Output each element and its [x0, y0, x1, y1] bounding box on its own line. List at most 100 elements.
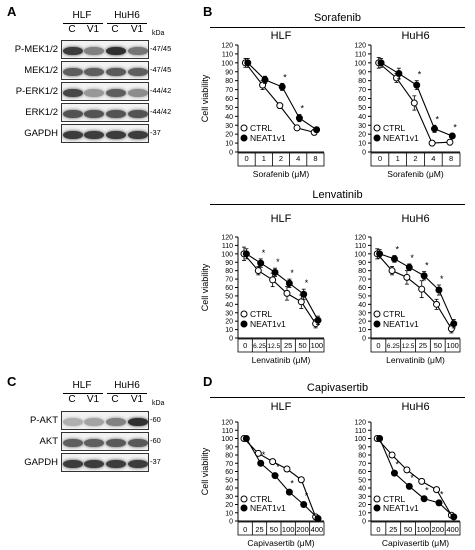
blot-row-label: ERK1/2: [25, 107, 58, 118]
data-point-neat1v1: [390, 469, 398, 477]
y-tick-label: 90: [358, 260, 366, 267]
y-tick-label: 10: [358, 141, 366, 148]
blot-band: [84, 46, 104, 55]
blot-band: [106, 109, 126, 118]
data-point-ctrl: [269, 458, 277, 466]
y-tick-label: 70: [358, 87, 366, 94]
y-tick-label: 110: [355, 51, 366, 58]
y-tick-label: 120: [221, 420, 233, 427]
blot-strip: [61, 61, 149, 80]
y-tick-label: 90: [358, 69, 366, 76]
x-tick-label: 2: [413, 154, 417, 163]
x-axis-label: Lenvatinib (μM): [252, 355, 311, 365]
x-tick-label: 12.5: [268, 343, 281, 350]
significance-asterisk: *: [436, 114, 440, 124]
legend-marker-ctrl: [240, 124, 248, 132]
y-tick-label: 100: [221, 60, 233, 67]
data-point-ctrl: [433, 486, 441, 494]
x-tick-label: 0: [376, 341, 380, 350]
data-point-ctrl: [293, 124, 301, 132]
x-tick-label: 25: [284, 341, 292, 350]
y-tick-label: 0: [362, 150, 366, 157]
drug-title-capivasertib: Capivasertib: [306, 382, 369, 394]
data-point-neat1v1: [271, 268, 279, 276]
data-point-neat1v1: [413, 81, 421, 89]
data-point-neat1v1: [261, 76, 269, 84]
y-tick-label: 50: [225, 105, 233, 112]
significance-asterisk: *: [440, 489, 444, 499]
y-tick-label: 20: [225, 132, 233, 139]
significance-asterisk: *: [276, 462, 280, 472]
blot-group-line: [107, 23, 147, 24]
data-point-neat1v1: [435, 286, 443, 294]
blot-lane-label: V1: [86, 394, 100, 405]
blot-strip: [61, 103, 149, 122]
blot-band: [63, 46, 83, 55]
y-tick-label: 60: [225, 285, 233, 292]
data-point-neat1v1: [244, 59, 252, 67]
blot-strip: [61, 124, 149, 143]
significance-asterisk: *: [418, 70, 422, 80]
kda-label: kDa: [152, 400, 165, 407]
x-tick-label: 0: [243, 525, 247, 534]
y-tick-label: 20: [358, 132, 366, 139]
y-tick-label: 100: [354, 251, 366, 258]
data-point-neat1v1: [278, 83, 286, 91]
blot-band: [128, 46, 148, 55]
y-tick-label: 10: [225, 510, 233, 517]
significance-asterisk: *: [262, 450, 266, 460]
legend-marker-ctrl: [373, 124, 381, 132]
blot-band: [63, 88, 83, 97]
y-tick-label: 20: [358, 502, 366, 509]
data-point-neat1v1: [314, 316, 322, 324]
y-tick-label: 40: [358, 114, 366, 121]
significance-asterisk: *: [305, 278, 309, 288]
blot-band: [106, 88, 126, 97]
series-line-ctrl: [243, 253, 317, 324]
blot-row-label: P-ERK1/2: [15, 86, 58, 97]
legend-marker-ctrl: [373, 495, 381, 503]
data-point-neat1v1: [420, 495, 428, 503]
x-tick-label: 50: [434, 341, 442, 350]
x-category-box: [237, 152, 325, 167]
blot-band: [128, 88, 148, 97]
y-tick-label: 80: [225, 453, 233, 460]
blot-group-line: [107, 393, 147, 394]
x-tick-label: 4: [296, 154, 300, 163]
drug-title-underline: [210, 397, 465, 398]
x-tick-label: 4: [431, 154, 435, 163]
y-tick-label: 40: [358, 486, 366, 493]
blot-lane-label: V1: [130, 394, 144, 405]
x-tick-label: 0: [376, 525, 380, 534]
data-point-ctrl: [433, 300, 441, 308]
blot-band: [128, 130, 148, 139]
y-tick-label: 110: [355, 428, 366, 435]
data-point-ctrl: [297, 476, 305, 484]
blot-row-label: AKT: [39, 436, 58, 447]
x-tick-label: 25: [419, 341, 427, 350]
blot-band: [84, 438, 104, 447]
y-tick-label: 20: [225, 502, 233, 509]
x-tick-label: 0: [245, 154, 249, 163]
data-point-neat1v1: [390, 255, 398, 263]
series-line-ctrl: [376, 438, 452, 516]
blot-band: [106, 417, 126, 426]
y-tick-label: 80: [225, 268, 233, 275]
data-point-neat1v1: [300, 290, 308, 298]
y-tick-label: 50: [358, 293, 366, 300]
x-tick-label: 25: [389, 525, 397, 534]
blot-band: [106, 46, 126, 55]
chart-title: HuH6: [401, 213, 429, 225]
y-tick-label: 60: [225, 96, 233, 103]
x-tick-label: 1: [396, 154, 400, 163]
panel-letter-a: A: [7, 4, 17, 19]
blot-band: [84, 417, 104, 426]
blot-strip: [61, 82, 149, 101]
significance-asterisk: *: [290, 479, 294, 489]
data-point-ctrl: [254, 267, 262, 275]
data-point-neat1v1: [448, 132, 456, 140]
y-tick-label: 110: [222, 243, 233, 250]
significance-asterisk: *: [425, 485, 429, 495]
data-point-ctrl: [446, 138, 454, 146]
